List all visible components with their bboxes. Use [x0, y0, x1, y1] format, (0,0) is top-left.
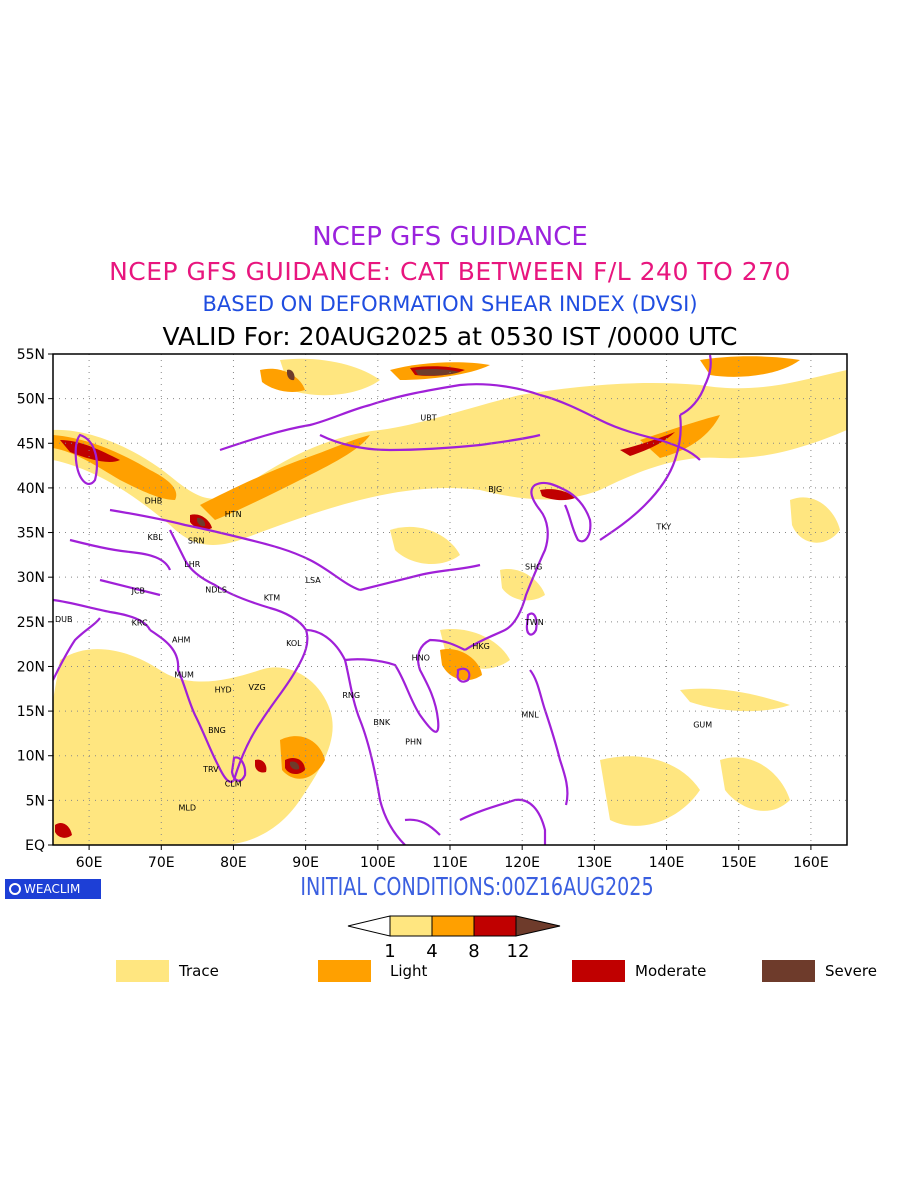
lon-tick-label: 140E	[649, 855, 685, 870]
lon-tick-label: 60E	[76, 855, 103, 870]
station-label-tky: TKY	[655, 522, 671, 531]
station-label-twn: TWN	[524, 618, 544, 627]
station-label-hno: HNO	[412, 654, 430, 663]
station-label-mnl: MNL	[521, 711, 539, 720]
colorbar-severe-arrow	[515, 915, 561, 937]
station-label-trv: TRV	[202, 765, 219, 774]
lat-tick-label: 55N	[17, 347, 45, 363]
title-product: NCEP GFS GUIDANCE	[312, 222, 588, 252]
lat-tick-label: EQ	[25, 838, 45, 854]
colorbar-low-arrow	[347, 915, 391, 937]
colorbar: 1 4 8 12	[347, 915, 561, 960]
station-label-hkg: HKG	[472, 642, 489, 651]
colorbar-trace	[389, 915, 433, 937]
station-label-vzg: VZG	[249, 683, 266, 692]
colorbar-tick-1: 1	[384, 941, 395, 960]
lon-tick-label: 130E	[577, 855, 613, 870]
lat-tick-label: 30N	[17, 570, 45, 586]
lon-tick-label: 120E	[504, 855, 540, 870]
lon-tick-label: 110E	[432, 855, 468, 870]
lon-tick-label: 100E	[360, 855, 396, 870]
lat-tick-label: 20N	[17, 659, 45, 675]
station-label-bng: BNG	[208, 726, 226, 735]
axis-labels: 60E 70E 80E 90E 100E 110E 120E 130E 140E 150E 160E…	[17, 347, 829, 870]
legend-trace-swatch	[116, 960, 169, 982]
weaclim-logo: WEACLIM	[5, 879, 101, 899]
legend-moderate-label: Moderate	[635, 962, 707, 980]
station-label-ahm: AHM	[172, 636, 190, 645]
station-label-gum: GUM	[693, 720, 712, 729]
lon-tick-label: 70E	[148, 855, 175, 870]
station-label-srn: SRN	[188, 537, 205, 546]
logo-circle-icon	[9, 882, 21, 895]
title-cat-levels: NCEP GFS GUIDANCE: CAT BETWEEN F/L 240 T…	[109, 257, 791, 286]
lon-tick-label: 80E	[220, 855, 247, 870]
colorbar-tick-4: 4	[426, 941, 437, 960]
station-label-rng: RNG	[342, 691, 360, 700]
lat-tick-label: 50N	[17, 392, 45, 408]
station-label-bnk: BNK	[373, 718, 390, 727]
legend-light-label: Light	[390, 962, 428, 980]
station-label-ndls: NDLS	[205, 586, 227, 595]
lat-tick-label: 35N	[17, 526, 45, 542]
station-label-mum: MUM	[174, 670, 194, 679]
colorbar-tick-8: 8	[468, 941, 479, 960]
colorbar-moderate	[473, 915, 517, 937]
legend-severe-label: Severe	[825, 962, 877, 980]
station-label-mld: MLD	[179, 804, 197, 813]
station-label-htn: HTN	[225, 510, 242, 519]
logo-text: WEACLIM	[24, 882, 81, 896]
station-label-shg: SHG	[525, 562, 542, 571]
station-label-phn: PHN	[405, 737, 422, 746]
lon-tick-label: 160E	[793, 855, 829, 870]
station-label-dhb: DHB	[145, 496, 163, 505]
lat-tick-label: 10N	[17, 749, 45, 765]
station-label-clm: CLM	[225, 779, 242, 788]
lat-tick-label: 45N	[17, 436, 45, 452]
lat-tick-label: 25N	[17, 615, 45, 631]
lat-tick-label: 15N	[17, 704, 45, 720]
legend-severe-swatch	[762, 960, 815, 982]
station-label-jcb: JCB	[131, 587, 145, 596]
station-label-dub: DUB	[55, 615, 73, 624]
station-label-kol: KOL	[286, 639, 302, 648]
turbulence-map: UBT BJG TKY SHG TWN HKG HNO MNL GUM BNK PHN RNG LSA K…	[17, 347, 848, 870]
station-label-kbl: KBL	[147, 533, 163, 542]
lat-tick-label: 40N	[17, 481, 45, 497]
station-label-ktm: KTM	[264, 594, 281, 603]
legend-light-swatch	[318, 960, 371, 982]
station-label-bjg: BJG	[488, 485, 502, 494]
station-label-lhr: LHR	[184, 560, 200, 569]
lon-tick-label: 90E	[292, 855, 319, 870]
station-label-krc: KRC	[132, 619, 148, 628]
station-label-hyd: HYD	[215, 686, 232, 695]
station-labels: UBT BJG TKY SHG TWN HKG HNO MNL GUM BNK PHN RNG LSA K…	[55, 413, 712, 812]
coastlines	[53, 354, 712, 845]
lat-tick-label: 5N	[26, 793, 45, 809]
lon-tick-label: 150E	[721, 855, 757, 870]
legend-moderate-swatch	[572, 960, 625, 982]
station-label-ubt: UBT	[420, 413, 436, 422]
colorbar-light	[431, 915, 475, 937]
colorbar-tick-12: 12	[507, 941, 530, 960]
station-label-lsa: LSA	[306, 576, 322, 585]
legend-trace-label: Trace	[179, 962, 219, 980]
initial-conditions: INITIAL CONDITIONS:00Z16AUG2025	[300, 872, 654, 901]
title-valid-time: VALID For: 20AUG2025 at 0530 IST /0000 U…	[162, 322, 738, 351]
title-method: BASED ON DEFORMATION SHEAR INDEX (DVSI)	[202, 292, 698, 316]
